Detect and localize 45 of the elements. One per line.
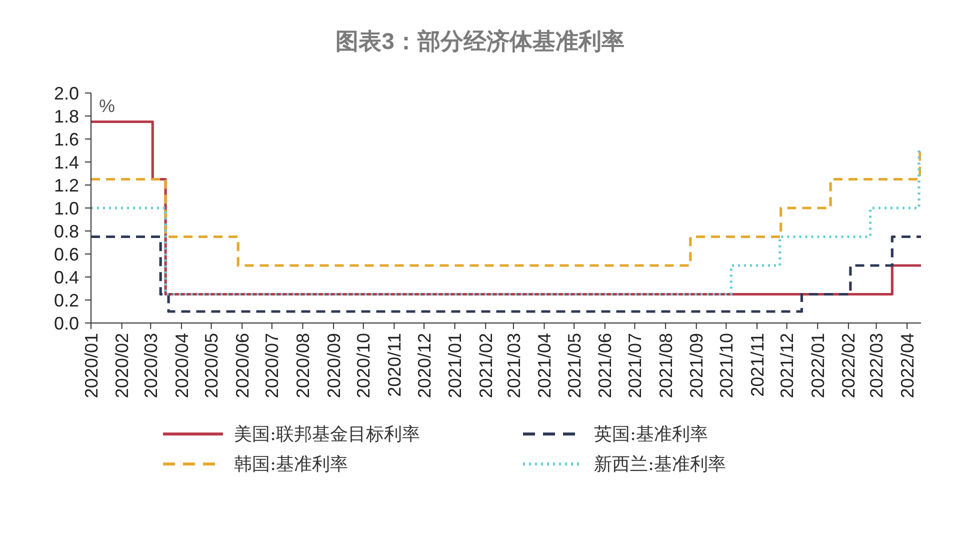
x-tick-label: 2022/02 bbox=[838, 333, 859, 398]
y-tick-label: 0.8 bbox=[54, 221, 79, 242]
x-tick-label: 2021/06 bbox=[595, 333, 616, 398]
x-tick-label: 2020/08 bbox=[293, 333, 314, 398]
x-tick-label: 2020/07 bbox=[262, 333, 282, 398]
y-tick-label: 1.4 bbox=[54, 152, 79, 172]
x-tick-label: 2021/10 bbox=[716, 333, 736, 398]
x-tick-label: 2020/12 bbox=[414, 333, 434, 398]
x-tick-label: 2020/04 bbox=[172, 333, 192, 398]
x-tick-label: 2021/02 bbox=[476, 333, 496, 398]
y-axis-title: % bbox=[99, 96, 116, 117]
legend-label: 英国:基准利率 bbox=[594, 423, 708, 446]
x-tick-label: 2021/12 bbox=[777, 333, 798, 398]
x-tick-label: 2020/03 bbox=[140, 333, 161, 398]
legend-label: 韩国:基准利率 bbox=[234, 453, 348, 476]
x-tick-label: 2021/09 bbox=[686, 333, 707, 398]
x-tick-label: 2020/09 bbox=[324, 333, 344, 398]
x-tick-label: 2021/01 bbox=[445, 333, 466, 398]
x-tick-label: 2020/11 bbox=[384, 333, 404, 397]
y-tick-label: 0.0 bbox=[54, 313, 79, 334]
y-tick-label: 0.2 bbox=[54, 290, 79, 310]
y-tick-label: 1.0 bbox=[54, 198, 79, 218]
legend-label: 美国:联邦基金目标利率 bbox=[234, 423, 420, 446]
x-tick-label: 2021/08 bbox=[656, 333, 676, 398]
chart-title: 图表3：部分经济体基准利率 bbox=[334, 27, 626, 56]
x-tick-label: 2020/01 bbox=[81, 333, 102, 398]
y-tick-label: 0.4 bbox=[54, 267, 79, 288]
x-tick-label: 2022/01 bbox=[808, 333, 828, 398]
y-tick-label: 1.2 bbox=[54, 175, 79, 196]
x-tick-label: 2020/02 bbox=[112, 333, 132, 398]
x-tick-label: 2021/03 bbox=[504, 333, 524, 398]
x-tick-label: 2020/10 bbox=[354, 333, 374, 398]
x-tick-label: 2020/05 bbox=[202, 333, 222, 398]
legend-label: 新西兰:基准利率 bbox=[594, 453, 726, 476]
y-tick-label: 2.0 bbox=[54, 83, 79, 104]
y-tick-label: 1.8 bbox=[54, 106, 79, 126]
x-tick-label: 2021/05 bbox=[564, 333, 584, 398]
y-tick-label: 1.6 bbox=[54, 129, 79, 150]
x-tick-label: 2022/03 bbox=[866, 333, 887, 398]
x-tick-label: 2021/07 bbox=[625, 333, 646, 398]
x-tick-label: 2020/06 bbox=[232, 333, 252, 398]
y-tick-label: 0.6 bbox=[54, 244, 79, 264]
x-tick-label: 2021/04 bbox=[534, 333, 555, 398]
x-tick-label: 2021/11 bbox=[747, 333, 768, 397]
x-tick-label: 2022/04 bbox=[897, 333, 918, 398]
